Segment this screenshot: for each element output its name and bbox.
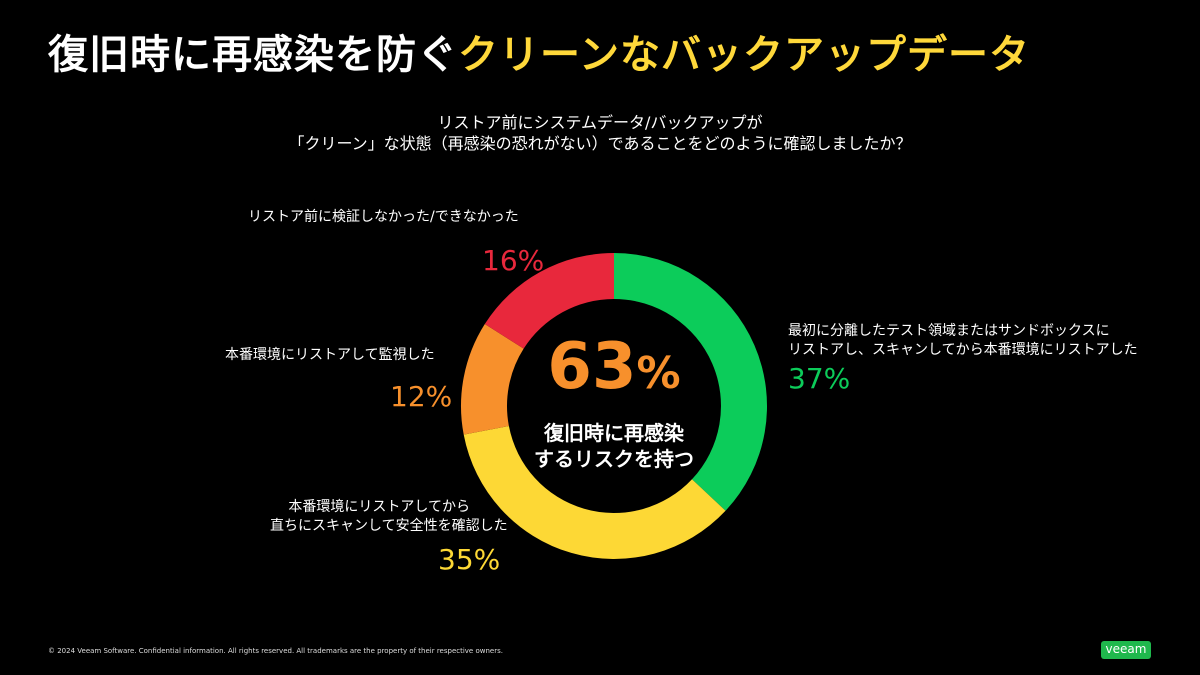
slide-title: 復旧時に再感染を防ぐクリーンなバックアップデータ <box>48 22 1030 80</box>
donut-slice-3 <box>484 253 614 349</box>
center-caption-line-1: 復旧時に再感染 <box>544 421 684 445</box>
label-line: リストア前に検証しなかった/できなかった <box>248 209 519 225</box>
center-caption-line-2: するリスクを持つ <box>534 447 694 471</box>
title-main: 復旧時に再感染を防ぐ <box>48 32 458 78</box>
title-highlight: クリーンなバックアップデータ <box>458 32 1030 78</box>
slice-label-scan-after: 本番環境にリストアしてから 直ちにスキャンして安全性を確認した <box>270 498 508 536</box>
slice-label-sandbox: 最初に分離したテスト領域またはサンドボックスに リストアし、スキャンしてから本番… <box>788 322 1138 360</box>
donut-slice-0 <box>614 253 767 511</box>
veeam-logo: veeam <box>1101 641 1151 659</box>
slice-pct-scan-after: 35% <box>438 543 501 576</box>
center-value: 63% <box>514 330 714 404</box>
slice-pct-no-verify: 16% <box>482 244 545 277</box>
question-line-2: 「クリーン」な状態（再感染の恐れがない）であることをどのように確認しましたか？ <box>288 134 912 153</box>
slice-pct-monitor: 12% <box>390 380 453 413</box>
label-line: 最初に分離したテスト領域またはサンドボックスに <box>788 323 1110 339</box>
survey-question: リストア前にシステムデータ/バックアップが 「クリーン」な状態（再感染の恐れがな… <box>0 112 1200 154</box>
slice-label-no-verify: リストア前に検証しなかった/できなかった <box>248 208 519 227</box>
label-line: 本番環境にリストアしてから <box>288 499 470 515</box>
donut-slice-2 <box>461 324 524 435</box>
center-caption: 復旧時に再感染 するリスクを持つ <box>514 420 714 472</box>
donut-slice-1 <box>463 426 726 560</box>
copyright: © 2024 Veeam Software. Confidential info… <box>48 647 503 655</box>
label-line: 直ちにスキャンして安全性を確認した <box>270 518 508 534</box>
slice-pct-sandbox: 37% <box>788 362 851 395</box>
label-line: 本番環境にリストアして監視した <box>225 347 435 363</box>
center-unit: % <box>636 348 681 399</box>
center-number: 63 <box>547 330 637 404</box>
question-line-1: リストア前にシステムデータ/バックアップが <box>437 113 763 132</box>
slice-label-monitor: 本番環境にリストアして監視した <box>225 346 435 365</box>
label-line: リストアし、スキャンしてから本番環境にリストアした <box>788 342 1138 358</box>
